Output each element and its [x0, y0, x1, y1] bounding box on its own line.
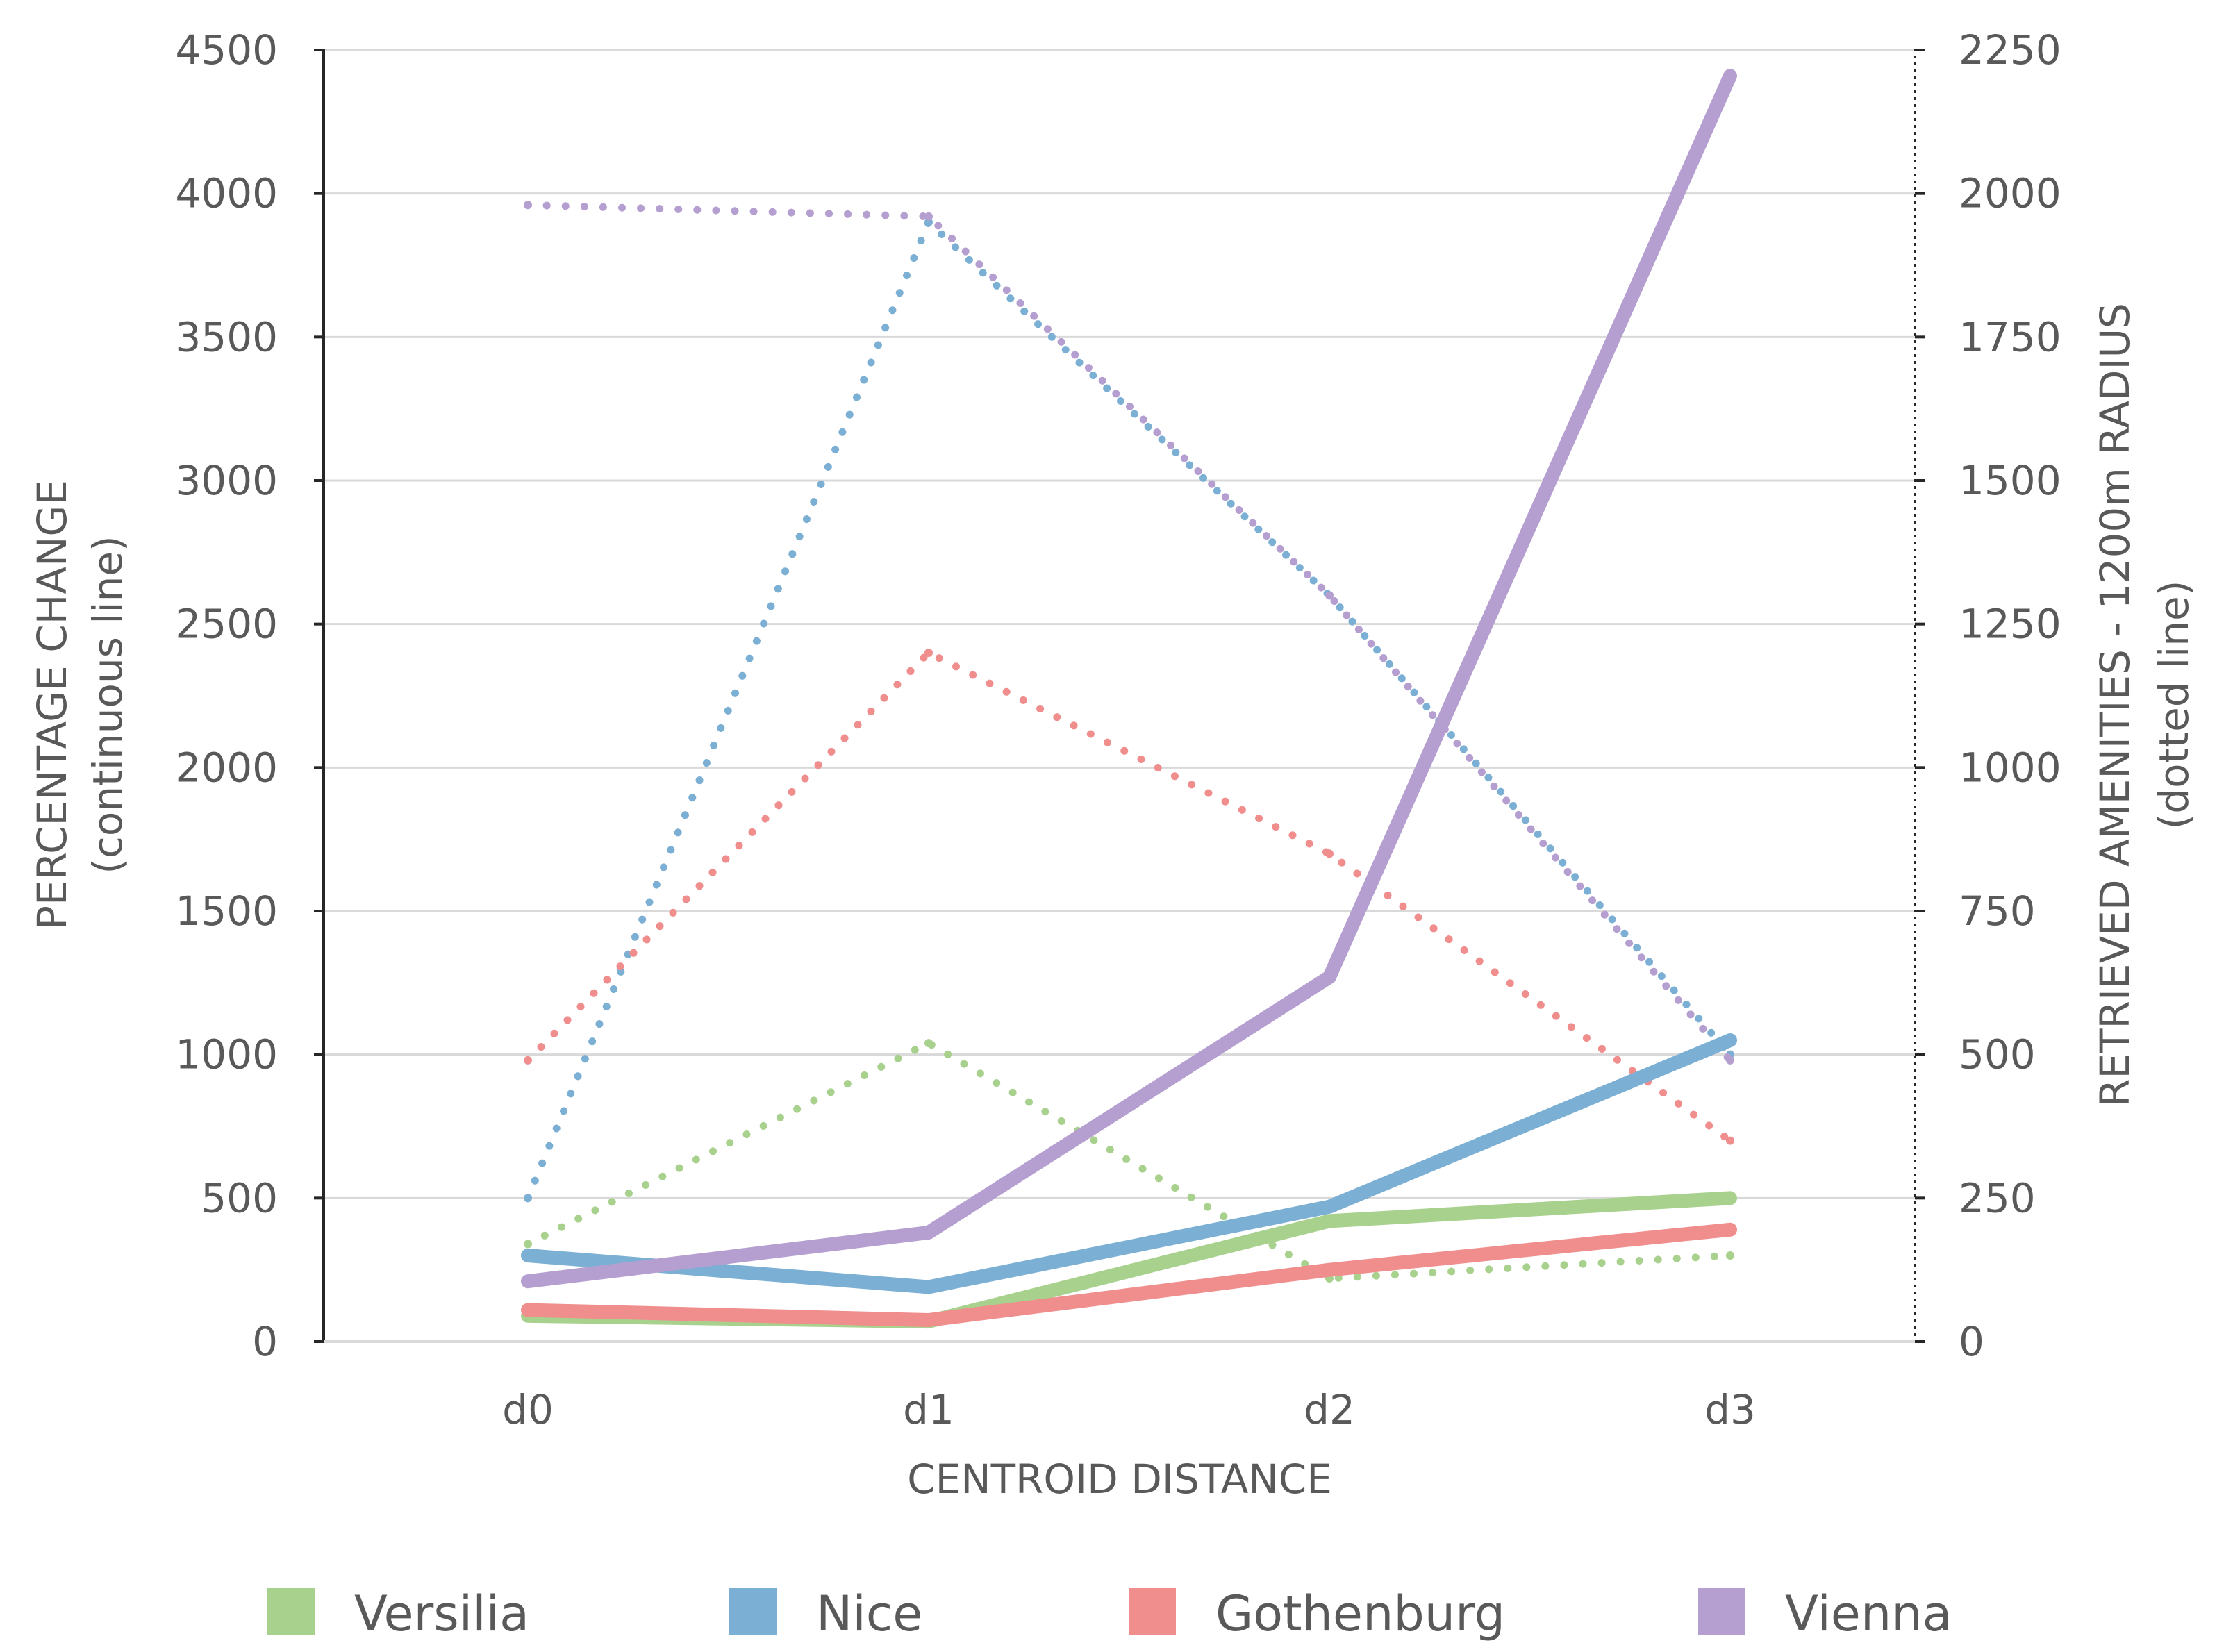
svg-text:(dotted line): (dotted line) [2150, 581, 2198, 830]
amenities-point-gothenburg [524, 1056, 532, 1065]
amenities-point-versilia [1726, 1251, 1734, 1260]
dotted-line-nice [524, 218, 1734, 1202]
legend-swatch-gothenburg [1129, 1588, 1176, 1635]
svg-text:(continuous line): (continuous line) [84, 535, 131, 874]
y2-tick-label: 1250 [1959, 601, 2061, 648]
dotted-line-vienna [524, 201, 1734, 1065]
y2-axis-title: RETRIEVED AMENITIES - 1200m RADIUS (dott… [2091, 303, 2198, 1107]
y2-tick-labels: 0 250 500 750 1000 1250 1500 1750 2000 2250 [1959, 26, 2061, 1365]
legend-label-nice: Nice [816, 1585, 922, 1642]
solid-series [521, 69, 1737, 1329]
percentage-point-vienna [522, 1275, 534, 1288]
axes [314, 49, 1925, 1343]
legend-label-gothenburg: Gothenburg [1215, 1585, 1505, 1642]
y2-tick-label: 0 [1959, 1318, 1984, 1365]
y-tick-label: 4500 [175, 26, 278, 74]
dotted-line-versilia [524, 1039, 1734, 1283]
y-tick-label: 2000 [175, 744, 278, 791]
legend-swatch-versilia [267, 1588, 315, 1635]
y2-tick-label: 1500 [1959, 457, 2061, 504]
y2-tick-label: 750 [1959, 887, 2036, 935]
dotted-line-gothenburg [524, 649, 1734, 1145]
percentage-point-gothenburg [922, 1314, 935, 1326]
percentage-point-gothenburg [1323, 1263, 1336, 1276]
x-tick-label: d2 [1304, 1386, 1355, 1433]
legend: Versilia Nice Gothenburg Vienna [267, 1585, 1952, 1642]
amenities-point-vienna [524, 201, 532, 210]
y2-tick-label: 2250 [1959, 26, 2061, 74]
percentage-point-nice [522, 1249, 534, 1262]
amenities-point-vienna [1726, 1056, 1734, 1065]
solid-line-nice [521, 1033, 1737, 1294]
amenities-point-versilia [924, 1039, 933, 1048]
x-tick-label: d1 [903, 1386, 954, 1433]
percentage-point-vienna [1323, 971, 1336, 984]
amenities-point-nice [924, 218, 933, 226]
legend-swatch-nice [729, 1588, 777, 1635]
gridlines [324, 49, 1915, 1199]
y-axis-title: PERCENTAGE CHANGE (continuous line) [28, 480, 131, 930]
amenities-point-gothenburg [1325, 849, 1334, 858]
y2-tick-label: 1750 [1959, 313, 2061, 360]
legend-swatch-vienna [1698, 1588, 1745, 1635]
percentage-point-nice [1724, 1034, 1736, 1046]
y2-tick-label: 500 [1959, 1031, 2036, 1078]
svg-text:RETRIEVED AMENITIES - 1200m RA: RETRIEVED AMENITIES - 1200m RADIUS [2091, 303, 2139, 1107]
dotted-series [524, 201, 1734, 1283]
y-tick-label: 3000 [175, 457, 278, 504]
y-tick-labels: 0 500 1000 1500 2000 2500 3000 3500 4000 4500 [175, 26, 278, 1365]
y-tick-label: 1500 [175, 887, 278, 935]
percentage-point-versilia [1724, 1192, 1736, 1205]
percentage-point-vienna [1724, 69, 1736, 83]
percentage-point-nice [1323, 1200, 1336, 1213]
percentage-point-gothenburg [1724, 1223, 1736, 1236]
percentage-point-gothenburg [522, 1303, 534, 1317]
amenities-point-versilia [524, 1240, 532, 1249]
y-tick-label: 0 [252, 1318, 278, 1365]
x-tick-label: d3 [1704, 1386, 1756, 1433]
solid-line-gothenburg [521, 1222, 1737, 1327]
y-tick-label: 1000 [175, 1031, 278, 1078]
y2-tick-label: 250 [1959, 1174, 2036, 1221]
percentage-point-nice [922, 1280, 935, 1294]
y2-tick-label: 2000 [1959, 170, 2061, 217]
amenities-point-vienna [924, 212, 933, 221]
solid-line-vienna [521, 69, 1737, 1289]
amenities-point-gothenburg [924, 649, 933, 657]
y-tick-label: 2500 [175, 601, 278, 648]
y2-tick-label: 1000 [1959, 744, 2061, 791]
svg-text:PERCENTAGE CHANGE: PERCENTAGE CHANGE [28, 480, 76, 930]
amenities-point-nice [524, 1194, 532, 1203]
x-tick-label: d0 [502, 1386, 554, 1433]
y-tick-label: 500 [201, 1174, 278, 1221]
legend-label-versilia: Versilia [354, 1585, 529, 1642]
y-tick-label: 4000 [175, 170, 278, 217]
x-tick-labels: d0 d1 d2 d3 [502, 1386, 1756, 1433]
amenities-point-gothenburg [1726, 1136, 1734, 1145]
x-axis-title: CENTROID DISTANCE [907, 1455, 1332, 1503]
y-tick-label: 3500 [175, 313, 278, 360]
legend-label-vienna: Vienna [1785, 1585, 1952, 1642]
amenities-point-vienna [1325, 591, 1334, 600]
percentage-point-vienna [922, 1226, 935, 1239]
percentage-point-versilia [1323, 1215, 1336, 1228]
